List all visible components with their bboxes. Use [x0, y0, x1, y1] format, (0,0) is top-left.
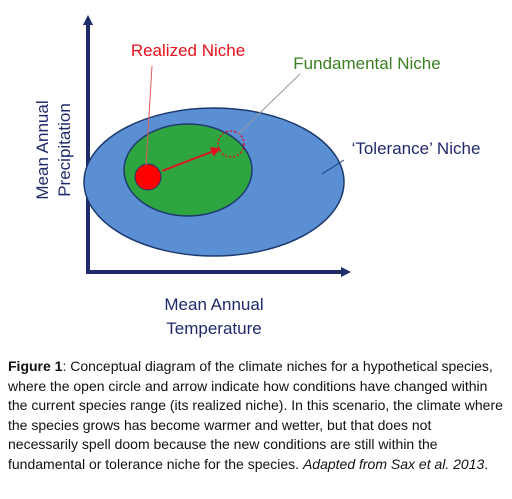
- y-axis-label-line2: Precipitation: [55, 103, 74, 197]
- fundamental-niche-ellipse: [123, 123, 253, 217]
- caption-citation: Adapted from Sax et al. 2013: [302, 455, 485, 472]
- x-axis-label-line1: Mean Annual: [164, 295, 263, 314]
- shifted-niche-open-circle: [217, 130, 245, 158]
- realized-niche-leader-line: [145, 65, 153, 167]
- fundamental-niche-label: Fundamental Niche: [293, 54, 440, 73]
- fundamental-niche-leader-line: [237, 73, 301, 135]
- caption-text: : Conceptual diagram of the climate nich…: [8, 358, 503, 472]
- realized-niche-circle: [134, 163, 162, 191]
- y-axis-label-line1: Mean Annual: [33, 100, 52, 199]
- realized-niche-label: Realized Niche: [131, 41, 245, 60]
- figure-caption: Figure 1: Conceptual diagram of the clim…: [8, 357, 504, 475]
- tolerance-niche-label: ‘Tolerance’ Niche: [352, 139, 481, 158]
- x-axis-label-line2: Temperature: [166, 319, 261, 338]
- caption-end: .: [484, 455, 489, 472]
- tolerance-niche-leader-line: [321, 159, 345, 175]
- shift-arrow: [161, 147, 221, 172]
- figure-label: Figure 1: [8, 358, 63, 374]
- niche-diagram: Realized Niche Fundamental Niche ‘Tolera…: [33, 15, 481, 338]
